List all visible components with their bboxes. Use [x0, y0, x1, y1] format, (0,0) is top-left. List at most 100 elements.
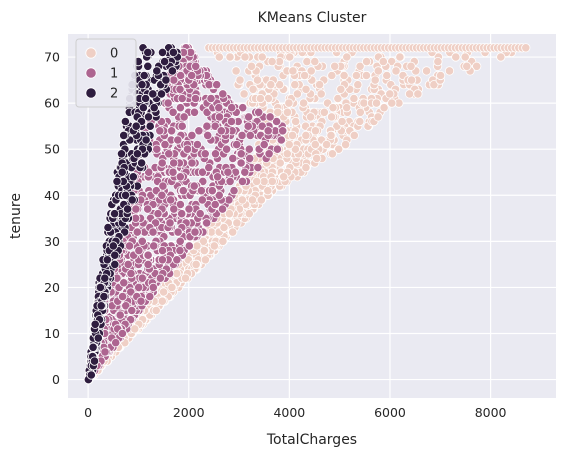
x-tick-label: 8000	[475, 405, 507, 420]
scatter-point	[214, 52, 224, 62]
scatter-point	[228, 153, 238, 163]
scatter-point	[173, 227, 183, 237]
scatter-point	[95, 282, 106, 292]
scatter-point	[301, 163, 311, 173]
scatter-point	[152, 66, 162, 76]
scatter-point	[256, 195, 266, 205]
scatter-point	[175, 246, 185, 256]
scatter-point	[169, 158, 179, 168]
scatter-point	[132, 227, 142, 237]
scatter-point	[248, 84, 258, 94]
scatter-point	[155, 126, 165, 136]
scatter-point	[200, 149, 210, 159]
scatter-point	[100, 273, 110, 283]
scatter-point	[299, 70, 310, 81]
scatter-point	[237, 130, 247, 140]
scatter-point	[265, 112, 275, 122]
scatter-point	[310, 126, 321, 136]
scatter-point	[157, 255, 167, 265]
scatter-point	[359, 98, 369, 108]
scatter-point	[232, 218, 242, 228]
scatter-point	[182, 144, 193, 154]
scatter-point	[112, 176, 122, 186]
scatter-point	[175, 172, 185, 182]
scatter-point	[103, 222, 113, 233]
scatter-point	[245, 153, 255, 163]
scatter-point	[89, 356, 100, 366]
scatter-point	[217, 204, 228, 214]
scatter-point	[298, 98, 309, 108]
scatter-point	[306, 66, 316, 76]
scatter-point	[287, 130, 298, 140]
scatter-point	[189, 181, 199, 191]
scatter-point	[167, 66, 177, 76]
scatter-point	[100, 347, 110, 357]
scatter-point	[444, 66, 455, 76]
scatter-point	[257, 121, 267, 131]
scatter-point	[131, 121, 141, 131]
scatter-point	[160, 140, 170, 150]
scatter-point	[244, 209, 254, 219]
scatter-point	[224, 195, 234, 205]
scatter-point	[264, 149, 274, 159]
scatter-point	[149, 103, 159, 113]
scatter-point	[326, 112, 337, 122]
scatter-point	[257, 52, 267, 62]
scatter-point	[173, 135, 183, 145]
scatter-point	[406, 75, 417, 85]
scatter-point	[149, 241, 159, 251]
scatter-point	[199, 246, 209, 256]
scatter-point	[371, 98, 382, 108]
scatter-point	[433, 56, 443, 67]
scatter-point	[192, 140, 202, 150]
scatter-point	[175, 199, 185, 210]
scatter-point	[387, 98, 397, 108]
scatter-point	[163, 98, 173, 108]
scatter-point	[123, 204, 133, 214]
scatter-point	[175, 236, 185, 246]
scatter-point	[151, 305, 161, 316]
scatter-point	[272, 144, 282, 154]
scatter-point	[124, 241, 135, 251]
scatter-point	[176, 70, 186, 81]
scatter-point	[197, 195, 207, 205]
scatter-point	[361, 56, 372, 67]
scatter-point	[421, 66, 432, 76]
scatter-point	[305, 112, 316, 122]
legend-marker-0	[85, 47, 97, 59]
legend-label-0: 0	[110, 47, 118, 62]
scatter-point	[172, 255, 182, 265]
scatter-point	[167, 126, 177, 136]
scatter-point	[126, 268, 136, 279]
scatter-point	[237, 195, 247, 205]
scatter-point	[203, 130, 213, 140]
scatter-point	[379, 103, 389, 113]
scatter-point	[178, 186, 188, 196]
scatter-point	[301, 130, 311, 140]
scatter-point	[451, 52, 461, 62]
scatter-point	[177, 121, 187, 131]
scatter-point	[143, 61, 153, 71]
scatter-point	[177, 93, 187, 104]
scatter-point	[156, 89, 167, 99]
y-tick-label: 20	[44, 280, 60, 295]
scatter-point	[391, 66, 401, 76]
y-tick-label: 30	[44, 234, 60, 249]
scatter-point	[271, 116, 282, 127]
scatter-point	[116, 149, 127, 159]
scatter-point	[276, 135, 286, 145]
scatter-point	[202, 218, 212, 228]
scatter-point	[244, 112, 254, 122]
scatter-point	[231, 66, 241, 76]
scatter-point	[108, 241, 118, 251]
scatter-point	[121, 301, 131, 311]
y-tick-label: 10	[44, 326, 60, 341]
scatter-point	[110, 209, 120, 219]
legend-label-2: 2	[110, 87, 118, 102]
scatter-point	[157, 190, 167, 200]
scatter-point	[118, 291, 128, 302]
scatter-point	[138, 103, 148, 113]
scatter-point	[342, 52, 352, 62]
scatter-point	[349, 93, 359, 104]
